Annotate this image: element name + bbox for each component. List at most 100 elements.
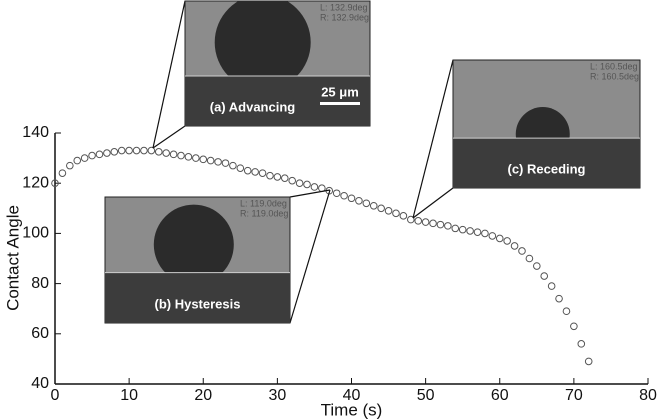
inset-label: (b) Hysteresis [155,296,241,311]
data-point [407,215,415,224]
data-point [288,176,297,185]
readout: R: 132.9deg [320,12,369,22]
scale-bar-label: 25 μm [321,84,359,99]
y-tick-label: 40 [31,375,49,392]
readout: L: 132.9deg [320,2,368,12]
data-point [184,153,193,161]
scale-bar [320,102,360,105]
data-point [533,262,541,270]
data-point [444,222,452,230]
x-tick-label: 20 [194,387,212,404]
data-point [273,173,282,181]
data-point [481,229,489,238]
x-tick-label: 40 [343,387,361,404]
data-point [332,189,341,198]
data-point [473,228,482,236]
data-point [266,171,274,180]
data-point [140,146,148,155]
data-point [147,146,156,155]
data-point [577,340,586,348]
data-point [547,282,556,290]
data-point [340,191,348,200]
data-point [392,209,400,218]
y-axis-label: Contact Angle [3,205,22,311]
data-point [466,227,474,235]
data-point [243,166,252,175]
readout: L: 119.0deg [240,198,287,208]
data-point [258,169,267,177]
y-tick-label: 140 [22,124,49,141]
data-point [80,154,89,162]
data-point [377,204,385,213]
data-point [125,146,133,155]
droplet [214,1,311,76]
x-tick-label: 0 [51,387,60,404]
y-tick-label: 80 [31,275,49,292]
inset-label: (a) Advancing [210,99,296,114]
substrate [105,272,290,323]
data-point [518,247,526,255]
x-tick-label: 80 [639,387,657,404]
data-point [458,225,467,234]
data-point [236,164,245,172]
data-point [555,294,563,303]
data-point [162,149,170,157]
data-point [421,218,430,226]
data-point [310,183,319,191]
callout-line [412,59,454,219]
data-point [525,254,534,263]
data-point [362,199,371,208]
data-point [110,148,119,156]
data-point [214,158,222,166]
data-point [384,207,393,215]
data-point [177,151,185,160]
data-point [562,307,571,316]
callout-line [289,189,331,324]
x-tick-label: 50 [417,387,435,404]
data-point [229,161,237,170]
data-point [355,196,363,205]
data-point [503,237,511,245]
data-point [169,150,178,159]
readout: L: 160.5deg [590,61,638,71]
data-point [66,161,74,170]
droplet [515,107,570,139]
data-point [132,146,141,155]
data-point [117,146,126,155]
data-point [295,179,304,187]
callout-line [152,0,186,149]
data-point [251,168,259,176]
readout: R: 119.0deg [240,208,288,218]
substrate [185,76,370,126]
substrate [453,138,640,188]
data-point [570,322,578,331]
x-tick-label: 70 [565,387,583,404]
data-point [58,169,67,177]
data-point [199,155,208,164]
callout-line [289,189,331,198]
data-point [488,232,497,240]
data-point [88,151,96,160]
callout-line [412,187,454,219]
data-point [280,174,289,182]
data-point [73,156,82,165]
data-point [584,357,593,366]
data-point [51,179,59,187]
data-point [540,272,549,280]
x-tick-label: 10 [120,387,138,404]
data-point [154,148,163,156]
y-tick-label: 60 [31,325,49,342]
x-axis-label: Time (s) [321,400,383,419]
data-point [429,219,437,228]
y-tick-label: 120 [22,174,49,191]
data-point [192,154,200,162]
data-point [95,150,104,159]
data-point [221,159,230,167]
callout-line [152,125,186,149]
data-point [510,242,519,250]
data-point [347,194,356,203]
